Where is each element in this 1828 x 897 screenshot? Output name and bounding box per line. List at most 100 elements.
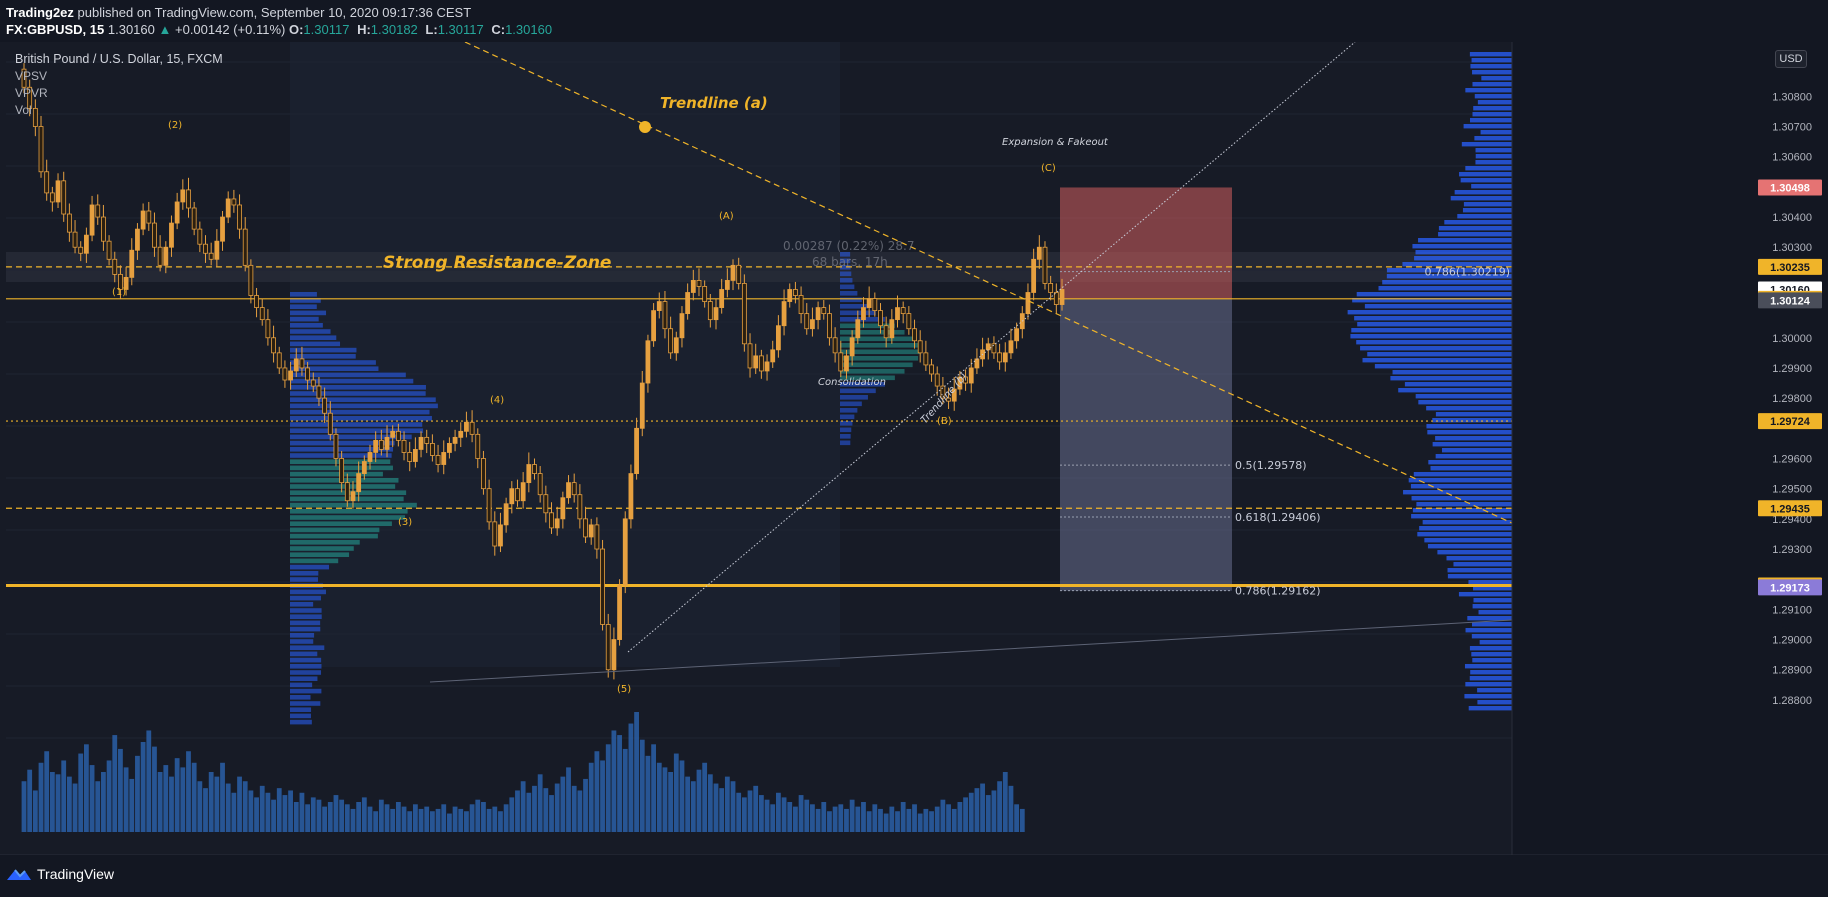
volume-bar — [61, 760, 66, 832]
candle-body — [45, 172, 49, 193]
volume-profile-row — [290, 311, 326, 316]
candle-body — [402, 440, 406, 452]
fib-level-label: 0.5(1.29578) — [1235, 459, 1307, 472]
volume-profile-row — [290, 676, 317, 681]
vpvr-row — [1464, 694, 1512, 698]
price-tick-label: 1.30400 — [1772, 212, 1812, 224]
vpvr-row — [1427, 430, 1512, 434]
candle-body — [850, 338, 854, 356]
volume-bar — [560, 777, 565, 832]
volume-bar — [458, 809, 463, 832]
candle-body — [209, 253, 213, 259]
vpvr-row — [1465, 664, 1512, 668]
vpvr-row — [1418, 400, 1512, 404]
volume-profile-row — [290, 521, 392, 526]
volume-bar — [231, 793, 236, 832]
take-profit-zone — [1060, 299, 1232, 591]
stop-loss-zone — [1060, 187, 1232, 298]
price-tick-label: 1.29300 — [1772, 544, 1812, 556]
candle-body — [640, 383, 644, 428]
vpvr-row — [1428, 544, 1512, 548]
volume-bar — [27, 770, 32, 832]
chart-annotation: (3) — [398, 517, 412, 528]
volume-profile-row — [290, 292, 317, 297]
volume-bar — [470, 804, 475, 832]
volume-bar — [572, 786, 577, 832]
volume-bar — [1014, 804, 1019, 832]
volume-bar — [787, 802, 792, 832]
candle-body — [152, 223, 156, 247]
chart-area[interactable]: 0.786(1.30219) 0.5(1.29578) 0.618(1.29406)… — [0, 42, 1828, 897]
currency-button[interactable]: USD — [1775, 50, 1807, 68]
tradingview-logo[interactable]: TradingView — [6, 866, 114, 882]
price-badge-label: 1.30235 — [1770, 262, 1810, 274]
volume-profile-row — [290, 652, 317, 657]
chart-canvas[interactable]: 0.786(1.30219) 0.5(1.29578) 0.618(1.29406)… — [0, 42, 1828, 897]
candle-body — [379, 440, 383, 449]
last-price: 1.30160 — [108, 22, 155, 37]
price-badge-label: 1.30498 — [1770, 182, 1810, 194]
volume-bar — [101, 772, 106, 832]
chart-annotation: Trendline (a) — [660, 94, 768, 112]
vpvr-row — [1367, 352, 1512, 356]
volume-profile-row — [290, 559, 338, 564]
volume-bar — [714, 784, 719, 832]
candle-body — [430, 443, 434, 455]
volume-profile-row — [290, 714, 311, 719]
candle-body — [691, 280, 695, 292]
volume-bar — [175, 758, 180, 832]
volume-bar — [305, 804, 310, 832]
indicator-vol[interactable]: Vol — [15, 103, 32, 117]
candle-body — [827, 314, 831, 338]
volume-bar — [526, 793, 531, 832]
volume-bar — [214, 777, 219, 832]
candle-body — [277, 353, 281, 368]
volume-bar — [50, 772, 55, 832]
volume-bar — [266, 793, 271, 832]
volume-profile-row — [290, 552, 349, 557]
vpvr-row — [1436, 454, 1512, 458]
volume-profile-row — [290, 720, 312, 725]
vpvr-row — [1455, 190, 1512, 194]
volume-bar — [192, 763, 197, 832]
candle-body — [79, 247, 83, 253]
indicator-vpvr[interactable]: VPVR — [15, 86, 48, 100]
candle-body — [311, 380, 315, 386]
candle-body — [306, 368, 310, 380]
volume-bar — [1009, 786, 1014, 832]
volume-profile-row — [840, 415, 854, 420]
candle-body — [992, 344, 996, 353]
volume-bar — [668, 772, 673, 832]
candle-body — [164, 247, 168, 265]
candle-body — [572, 483, 576, 495]
candle-body — [62, 181, 66, 214]
volume-bar — [867, 811, 872, 832]
candle-body — [601, 549, 605, 624]
volume-bar — [827, 811, 832, 832]
candle-body — [272, 338, 276, 353]
candle-body — [328, 413, 332, 434]
candle-body — [538, 474, 542, 495]
vpvr-row — [1472, 622, 1512, 626]
volume-bar — [402, 807, 407, 832]
candle-body — [788, 289, 792, 301]
price-tick-label: 1.30800 — [1772, 91, 1812, 103]
publisher-name[interactable]: Trading2ez — [6, 5, 74, 20]
legend-title[interactable]: British Pound / U.S. Dollar, 15, FXCM — [15, 52, 223, 66]
candle-body — [255, 296, 259, 308]
vpvr-row — [1417, 532, 1512, 536]
vpvr-row — [1412, 496, 1512, 500]
price-tick-label: 1.29100 — [1772, 604, 1812, 616]
candle-body — [663, 302, 667, 329]
volume-profile-row — [840, 278, 852, 283]
vpvr-row — [1473, 598, 1512, 602]
volume-bar — [975, 788, 980, 832]
vpvr-row — [1478, 100, 1512, 104]
vpvr-row — [1474, 136, 1512, 140]
candle-body — [84, 235, 88, 253]
indicator-vpsv[interactable]: VPSV — [15, 69, 47, 83]
candle-body — [896, 308, 900, 320]
volume-profile-row — [840, 421, 852, 426]
candle-body — [623, 519, 627, 585]
vpvr-row — [1447, 556, 1512, 560]
